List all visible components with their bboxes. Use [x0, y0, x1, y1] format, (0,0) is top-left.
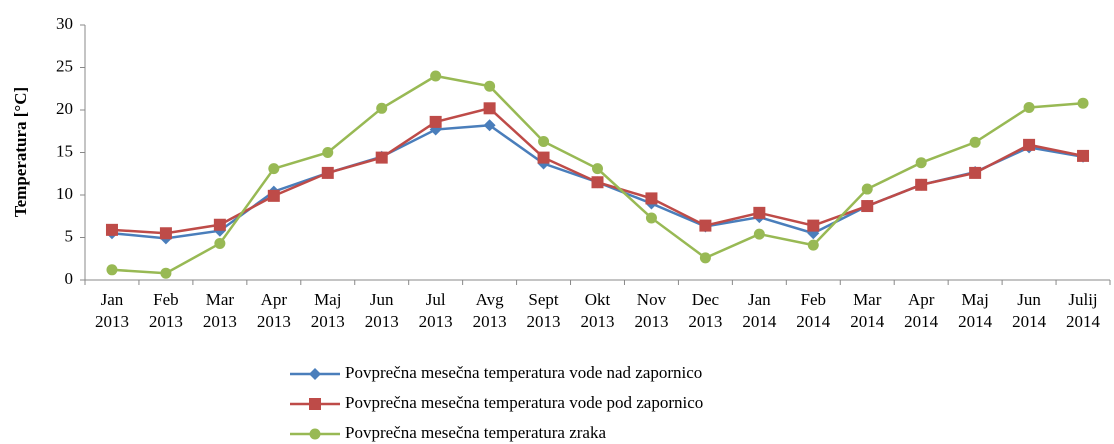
marker [483, 119, 496, 132]
y-tick-label: 20 [56, 99, 73, 118]
marker [537, 151, 550, 164]
y-tick-label: 10 [56, 184, 73, 203]
x-tick-label: Jan [748, 290, 771, 309]
legend-label: Povprečna mesečna temperatura vode nad z… [345, 363, 702, 382]
marker [591, 176, 604, 189]
marker [429, 115, 442, 128]
legend-label: Povprečna mesečna temperatura vode pod z… [345, 393, 703, 412]
x-tick-label: 2013 [365, 312, 399, 331]
x-tick-label: 2013 [634, 312, 668, 331]
x-tick-label: 2014 [796, 312, 831, 331]
marker [699, 219, 712, 232]
x-tick-label: 2013 [149, 312, 183, 331]
marker [538, 135, 550, 147]
marker [861, 200, 874, 213]
x-tick-label: Maj [314, 290, 341, 309]
x-tick-label: Mar [206, 290, 235, 309]
marker [1023, 138, 1036, 151]
x-tick-label: 2013 [257, 312, 291, 331]
x-tick-label: Apr [908, 290, 935, 309]
x-tick-label: Apr [261, 290, 288, 309]
marker [268, 163, 280, 175]
y-tick-label: 30 [56, 14, 73, 33]
x-tick-label: 2013 [311, 312, 345, 331]
x-tick-label: 2014 [742, 312, 777, 331]
y-tick-label: 25 [56, 56, 73, 75]
marker [915, 178, 928, 191]
marker [753, 206, 766, 219]
x-tick-label: Maj [961, 290, 988, 309]
y-axis-label: Temperatura [°C] [11, 87, 30, 217]
x-tick-label: Feb [153, 290, 179, 309]
x-tick-label: Jun [1017, 290, 1041, 309]
y-tick-label: 5 [65, 226, 74, 245]
marker [430, 70, 442, 82]
marker [322, 147, 334, 158]
marker [309, 368, 321, 380]
marker [592, 163, 603, 175]
marker [309, 398, 321, 410]
legend-label: Povprečna mesečna temperatura zraka [345, 423, 606, 442]
x-tick-label: Sept [528, 290, 559, 309]
marker [106, 264, 118, 276]
marker [753, 228, 765, 240]
x-tick-label: 2013 [473, 312, 507, 331]
x-tick-label: Julij [1068, 290, 1097, 309]
x-tick-label: Feb [801, 290, 827, 309]
x-tick-label: Jun [370, 290, 394, 309]
marker [1077, 149, 1090, 162]
x-tick-label: 2014 [1012, 312, 1047, 331]
x-tick-label: Avg [476, 290, 505, 309]
marker [376, 102, 388, 114]
x-tick-label: 2013 [95, 312, 129, 331]
x-tick-label: 2014 [850, 312, 885, 331]
marker [1077, 97, 1089, 109]
marker [484, 80, 496, 92]
x-tick-label: 2013 [688, 312, 722, 331]
x-tick-label: 2013 [527, 312, 561, 331]
x-tick-label: 2014 [1066, 312, 1101, 331]
x-tick-label: Dec [692, 290, 720, 309]
x-tick-label: 2014 [958, 312, 993, 331]
x-tick-label: 2013 [581, 312, 615, 331]
marker [969, 136, 981, 148]
x-tick-label: Jul [426, 290, 446, 309]
x-tick-label: 2013 [203, 312, 237, 331]
marker [159, 227, 172, 240]
marker [375, 151, 388, 164]
marker [861, 183, 873, 195]
marker [807, 239, 819, 251]
x-tick-label: 2013 [419, 312, 453, 331]
marker [321, 166, 334, 179]
x-tick-label: Jan [101, 290, 124, 309]
marker [483, 102, 496, 115]
x-tick-label: Okt [585, 290, 611, 309]
y-tick-label: 0 [65, 269, 74, 288]
series-line [111, 74, 1084, 275]
marker [213, 218, 226, 231]
marker [645, 192, 658, 205]
x-tick-label: 2014 [904, 312, 939, 331]
marker [807, 219, 820, 232]
marker [160, 267, 172, 279]
marker [645, 212, 657, 224]
marker [1023, 101, 1035, 113]
marker [105, 223, 118, 236]
y-tick-label: 15 [56, 141, 73, 160]
marker [699, 252, 711, 264]
marker [309, 428, 321, 440]
marker [969, 166, 982, 179]
x-tick-label: Mar [853, 290, 882, 309]
x-tick-label: Nov [637, 290, 667, 309]
marker [915, 157, 927, 169]
marker [267, 189, 280, 202]
marker [214, 237, 226, 249]
